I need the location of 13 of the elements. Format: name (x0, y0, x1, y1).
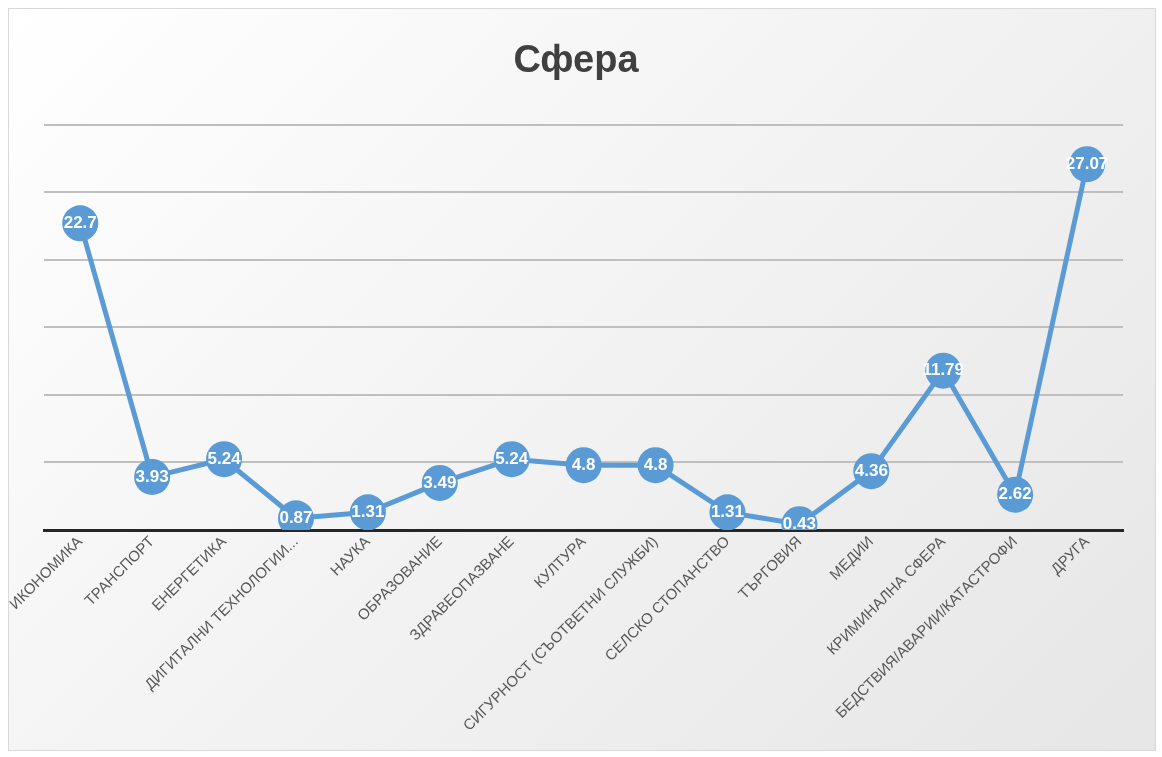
data-label: 0.87 (279, 507, 313, 527)
data-label: 4.36 (854, 460, 888, 480)
data-label: 5.24 (495, 448, 529, 468)
data-label: 1.31 (710, 502, 745, 522)
data-label: 3.49 (423, 472, 457, 492)
chart-title: Сфера (513, 38, 640, 81)
data-label: 4.8 (643, 454, 668, 474)
data-label: 1.31 (351, 502, 385, 522)
data-label: 4.8 (571, 454, 596, 474)
data-label: 22.7 (63, 212, 97, 232)
data-label: 5.24 (207, 448, 242, 468)
data-label: 3.93 (135, 466, 169, 486)
data-label: 2.62 (998, 484, 1032, 504)
